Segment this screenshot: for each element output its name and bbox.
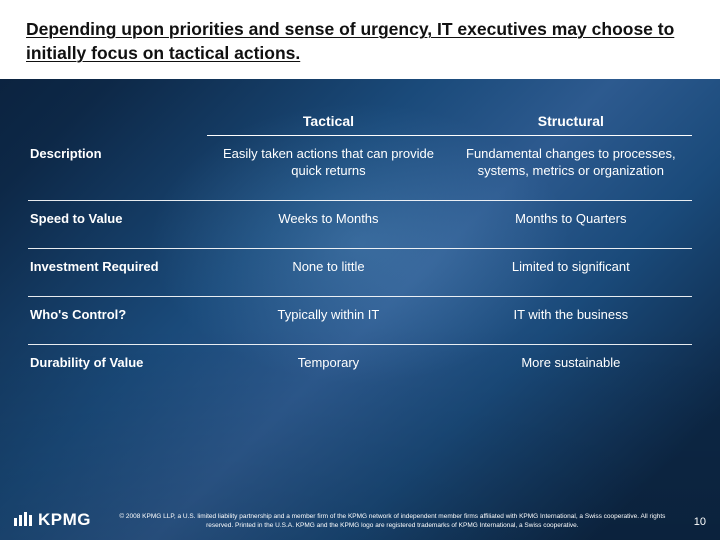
logo-bars-icon [14,512,32,526]
table-header-tactical: Tactical [207,109,449,136]
row-label: Who's Control? [28,296,207,344]
slide-title: Depending upon priorities and sense of u… [0,0,720,79]
cell-tactical: Weeks to Months [207,201,449,249]
page-number: 10 [694,516,706,530]
content-area: Tactical Structural Description Easily t… [0,79,720,391]
table-header-row: Tactical Structural [28,109,692,136]
cell-tactical: Typically within IT [207,296,449,344]
table-header-structural: Structural [450,109,692,136]
table-row: Durability of Value Temporary More susta… [28,344,692,391]
row-label: Description [28,136,207,201]
cell-tactical: None to little [207,248,449,296]
cell-structural: Months to Quarters [450,201,692,249]
table-row: Who's Control? Typically within IT IT wi… [28,296,692,344]
table-row: Investment Required None to little Limit… [28,248,692,296]
row-label: Investment Required [28,248,207,296]
footer: KPMG © 2008 KPMG LLP, a U.S. limited lia… [0,510,720,534]
logo-text: KPMG [38,510,91,530]
table-header-blank [28,109,207,136]
cell-tactical: Easily taken actions that can provide qu… [207,136,449,201]
copyright-text: © 2008 KPMG LLP, a U.S. limited liabilit… [91,513,694,530]
cell-structural: Limited to significant [450,248,692,296]
cell-structural: IT with the business [450,296,692,344]
cell-structural: More sustainable [450,344,692,391]
kpmg-logo: KPMG [14,510,91,530]
table-row: Speed to Value Weeks to Months Months to… [28,201,692,249]
comparison-table: Tactical Structural Description Easily t… [28,109,692,391]
cell-structural: Fundamental changes to processes, system… [450,136,692,201]
row-label: Durability of Value [28,344,207,391]
row-label: Speed to Value [28,201,207,249]
cell-tactical: Temporary [207,344,449,391]
table-row: Description Easily taken actions that ca… [28,136,692,201]
